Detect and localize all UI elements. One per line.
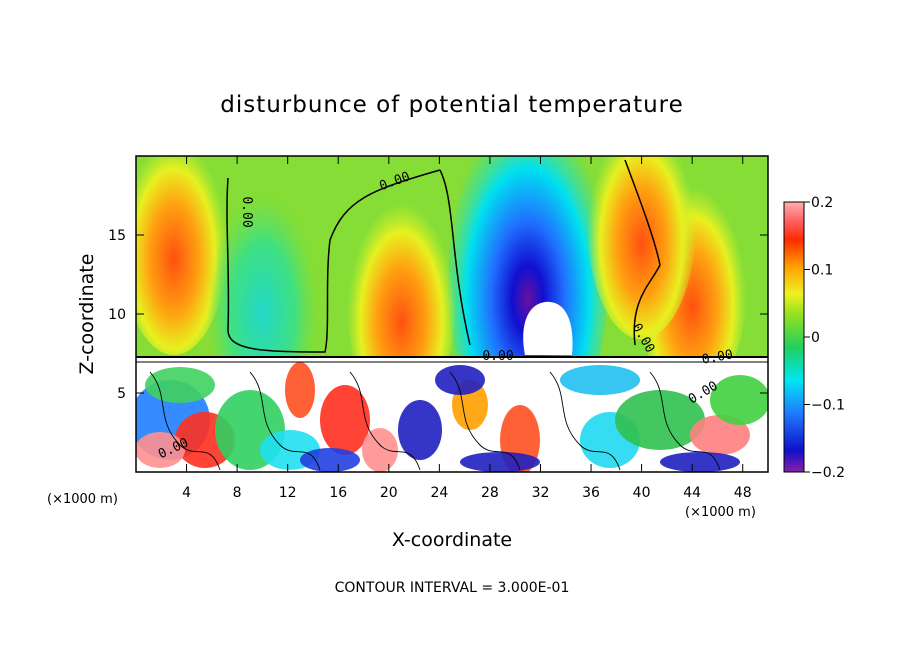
chart-title: disturbunce of potential temperature (220, 92, 684, 118)
lower-blob-16 (560, 365, 640, 395)
colorbar (783, 201, 805, 473)
x-tick-label: 24 (430, 485, 448, 501)
field-feature-3 (136, 156, 229, 355)
x-axis-ticks: 4 8 12 16 20 24 28 32 36 40 44 48 (182, 156, 752, 501)
colorbar-tick-label: 0 (811, 330, 820, 346)
lower-contour-1 (249, 371, 321, 471)
contour-label-4: 0.00 (701, 347, 734, 367)
colorbar-tick-label: 0.1 (811, 263, 833, 279)
x-tick-label: 16 (329, 485, 347, 501)
lower-contour-3 (449, 371, 521, 471)
x-tick-label: 4 (182, 485, 191, 501)
lower-blob-2 (136, 432, 185, 468)
x-axis-unit: (×1000 m) (685, 505, 756, 520)
lower-blob-8 (398, 400, 442, 460)
y-tick-label: 15 (108, 228, 126, 244)
contour-label-0: 0.00 (239, 196, 254, 227)
x-tick-label: 20 (380, 485, 398, 501)
lower-blob-17 (145, 367, 215, 403)
lower-contour-0 (149, 371, 221, 471)
lower-contour-2 (349, 371, 421, 471)
lower-blob-19 (460, 452, 540, 472)
x-tick-label: 12 (279, 485, 297, 501)
colorbar-ticks: 0.2 0.1 0 −0.1 −0.2 (804, 195, 845, 481)
x-tick-label: 8 (233, 485, 242, 501)
lower-layer-blobs (136, 362, 768, 472)
x-tick-label: 36 (582, 485, 600, 501)
contour-interval-note: CONTOUR INTERVAL = 3.000E-01 (335, 580, 570, 596)
colorbar-tick-label: −0.1 (811, 398, 845, 414)
y-tick-label: 10 (108, 307, 126, 323)
lower-blob-13 (690, 415, 750, 455)
colorbar-tick-label: −0.2 (811, 465, 845, 481)
colorbar-tick-label: 0.2 (811, 195, 833, 211)
lower-blob-6 (362, 428, 398, 472)
lower-blob-5 (320, 385, 370, 455)
x-tick-label: 28 (481, 485, 499, 501)
lower-blob-20 (660, 452, 740, 472)
x-tick-label: 44 (683, 485, 701, 501)
cold-core (523, 301, 573, 355)
x-tick-label: 48 (734, 485, 752, 501)
x-tick-label: 32 (532, 485, 550, 501)
z-axis-unit: (×1000 m) (47, 492, 118, 507)
lower-blob-15 (435, 365, 485, 395)
contour-label-3: 0.00 (482, 349, 513, 364)
contour-line-middle (439, 169, 471, 346)
y-axis-ticks: 5 10 15 (108, 228, 768, 402)
lower-contour-5 (649, 371, 721, 471)
field-feature-5 (586, 156, 697, 340)
x-tick-label: 40 (633, 485, 651, 501)
contour-line-right (624, 159, 661, 346)
lower-contour-4 (549, 371, 621, 471)
lower-blob-18 (285, 362, 315, 418)
lower-blob-12 (615, 390, 705, 450)
lower-blob-7 (300, 448, 360, 472)
x-axis-title: X-coordinate (392, 529, 512, 551)
contour-line-left (226, 169, 441, 353)
y-tick-label: 5 (117, 386, 126, 402)
y-axis-title: Z-coordinate (76, 254, 98, 375)
lower-blob-14 (710, 375, 768, 425)
plot-area (136, 156, 768, 472)
